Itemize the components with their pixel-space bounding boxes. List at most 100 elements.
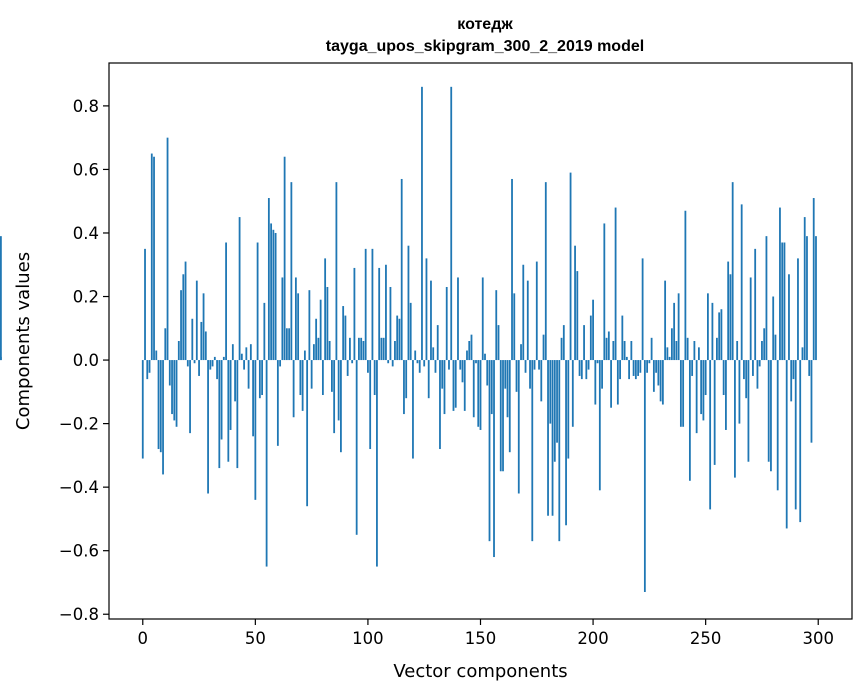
x-axis-label: Vector components bbox=[393, 661, 567, 682]
bar bbox=[218, 360, 221, 469]
bar bbox=[423, 360, 426, 367]
bar bbox=[517, 360, 520, 494]
bar bbox=[466, 350, 468, 361]
y-tick-label: −0.4 bbox=[59, 478, 99, 497]
bar bbox=[258, 360, 261, 399]
bar bbox=[355, 360, 358, 535]
x-tick-label: 250 bbox=[690, 629, 722, 648]
bar bbox=[776, 360, 779, 491]
bar bbox=[580, 360, 583, 380]
bar bbox=[506, 360, 509, 418]
bar bbox=[803, 217, 806, 361]
bar bbox=[524, 360, 527, 373]
bar bbox=[709, 360, 712, 510]
bar bbox=[704, 360, 707, 396]
bar bbox=[571, 360, 574, 427]
bar bbox=[648, 360, 651, 364]
bar bbox=[538, 360, 540, 370]
bar bbox=[405, 360, 408, 399]
bar bbox=[643, 360, 646, 592]
bar bbox=[695, 360, 698, 434]
bar bbox=[254, 360, 257, 500]
bar bbox=[457, 277, 459, 361]
y-tick-label: 0.8 bbox=[73, 97, 99, 116]
x-axis-ticks: 0 50 100 150 200 250 300 bbox=[138, 619, 834, 648]
bar bbox=[698, 347, 700, 361]
bar bbox=[394, 341, 396, 361]
bar bbox=[785, 360, 788, 529]
x-tick-label: 200 bbox=[577, 629, 609, 648]
bar bbox=[779, 207, 781, 361]
bar bbox=[470, 334, 473, 361]
bar bbox=[799, 360, 802, 523]
bar bbox=[607, 331, 610, 361]
bar bbox=[150, 153, 153, 361]
bar bbox=[513, 293, 516, 361]
bar bbox=[331, 360, 333, 392]
bar bbox=[488, 360, 491, 542]
bar bbox=[256, 242, 259, 361]
bar bbox=[493, 360, 495, 558]
bar bbox=[614, 207, 617, 361]
y-tick-label: −0.2 bbox=[59, 415, 99, 434]
bar bbox=[788, 274, 790, 361]
bar bbox=[272, 229, 275, 361]
bar bbox=[722, 360, 725, 396]
bar bbox=[328, 341, 331, 361]
bar bbox=[321, 360, 324, 396]
bar bbox=[713, 360, 716, 465]
bar bbox=[315, 318, 318, 361]
bar bbox=[808, 360, 811, 376]
bar bbox=[164, 328, 167, 361]
bar bbox=[204, 331, 207, 361]
bar bbox=[207, 360, 209, 494]
bar bbox=[157, 360, 160, 450]
bar bbox=[434, 360, 437, 373]
bar bbox=[520, 344, 522, 361]
bar bbox=[340, 360, 342, 453]
bar bbox=[261, 360, 263, 396]
bar bbox=[740, 204, 743, 361]
bar bbox=[688, 360, 691, 481]
bar bbox=[337, 360, 340, 421]
bar bbox=[166, 137, 169, 361]
bar bbox=[299, 360, 302, 396]
bar bbox=[774, 334, 777, 361]
bar bbox=[249, 344, 252, 361]
bar bbox=[560, 337, 563, 361]
bar bbox=[177, 341, 180, 361]
bar bbox=[619, 360, 621, 380]
bar bbox=[186, 360, 189, 367]
bar bbox=[565, 360, 567, 526]
bar bbox=[353, 267, 356, 361]
bar bbox=[468, 341, 471, 361]
bar bbox=[583, 325, 585, 361]
bar bbox=[743, 360, 745, 380]
bar bbox=[659, 360, 662, 402]
bar bbox=[558, 360, 561, 542]
bar bbox=[344, 315, 347, 361]
bar bbox=[598, 360, 601, 491]
bar bbox=[632, 360, 635, 376]
bar bbox=[416, 360, 419, 364]
bar bbox=[661, 360, 664, 405]
bar bbox=[421, 86, 423, 361]
bar bbox=[236, 360, 239, 469]
bar bbox=[0, 236, 2, 361]
bar bbox=[639, 360, 642, 373]
bar bbox=[400, 178, 403, 361]
bar bbox=[171, 360, 173, 415]
bar bbox=[630, 341, 633, 361]
bar bbox=[477, 360, 480, 427]
bar bbox=[412, 360, 414, 459]
x-tick-label: 50 bbox=[245, 629, 266, 648]
bar bbox=[553, 360, 556, 462]
bar bbox=[360, 337, 363, 361]
bar bbox=[700, 360, 703, 415]
bar bbox=[589, 315, 592, 361]
bar bbox=[285, 328, 288, 361]
bar bbox=[650, 337, 653, 361]
bar bbox=[576, 271, 579, 361]
bar bbox=[276, 360, 279, 446]
bar bbox=[504, 360, 507, 389]
